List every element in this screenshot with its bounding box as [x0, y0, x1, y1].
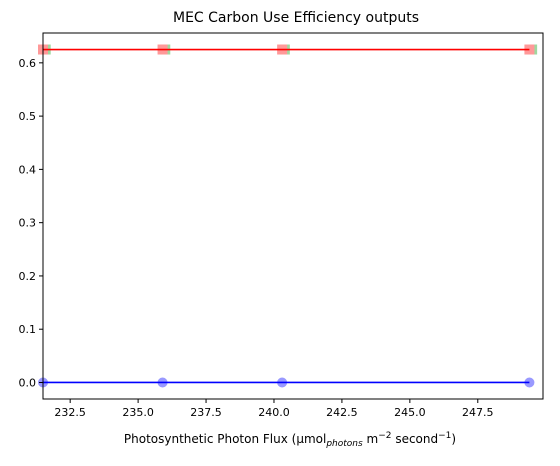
- x-axis-label-prefix: Photosynthetic Photon Flux (µmol: [124, 432, 326, 446]
- x-axis: 232.5 235.0 237.5 240.0 242.5 245.0 247.5: [54, 399, 494, 419]
- y-tick-label: 0.2: [19, 270, 37, 283]
- x-tick-label: 240.0: [258, 406, 290, 419]
- x-axis-label: Photosynthetic Photon Flux (µmolphotons …: [124, 431, 456, 449]
- x-tick-label: 247.5: [462, 406, 494, 419]
- x-tick-label: 235.0: [122, 406, 154, 419]
- plot-area: [38, 44, 538, 388]
- x-axis-label-suffix: ): [451, 432, 456, 446]
- x-axis-label-superscript-1: −2: [378, 431, 391, 441]
- y-tick-label: 0.6: [19, 57, 37, 70]
- axes-frame: [42, 32, 544, 400]
- x-axis-label-subscript: photons: [325, 439, 363, 449]
- y-tick-label: 0.5: [19, 110, 37, 123]
- y-axis: 0.0 0.1 0.2 0.3 0.4 0.5 0.6: [19, 57, 43, 389]
- y-tick-label: 0.4: [19, 163, 37, 176]
- x-tick-label: 245.0: [394, 406, 426, 419]
- x-tick-label: 237.5: [190, 406, 222, 419]
- x-axis-label-middle-2: second: [392, 432, 439, 446]
- y-tick-label: 0.3: [19, 217, 37, 230]
- chart-title: MEC Carbon Use Efficiency outputs: [173, 10, 419, 26]
- y-tick-label: 0.1: [19, 323, 37, 336]
- x-axis-label-middle: m: [363, 432, 379, 446]
- series-1: [38, 44, 535, 55]
- x-tick-label: 242.5: [326, 406, 358, 419]
- y-tick-label: 0.0: [19, 376, 37, 389]
- x-tick-label: 232.5: [54, 406, 86, 419]
- series-2: [38, 377, 535, 388]
- x-axis-label-superscript-2: −1: [438, 431, 451, 441]
